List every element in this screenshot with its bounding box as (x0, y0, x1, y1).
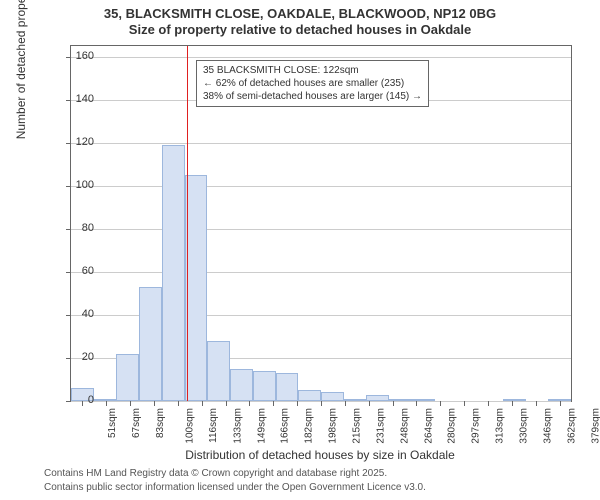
footer-line2: Contains public sector information licen… (44, 482, 426, 493)
histogram-bar (162, 145, 185, 401)
x-tick-label: 133sqm (232, 408, 243, 444)
x-axis-label: Distribution of detached houses by size … (70, 448, 570, 462)
histogram-bar (139, 287, 162, 401)
x-tick-label: 100sqm (185, 408, 196, 444)
x-tick-mark (464, 401, 465, 406)
x-tick-label: 149sqm (256, 408, 267, 444)
x-tick-label: 215sqm (352, 408, 363, 444)
histogram-bar (116, 354, 139, 401)
x-tick-label: 198sqm (328, 408, 339, 444)
x-tick-mark (178, 401, 179, 406)
x-tick-label: 362sqm (566, 408, 577, 444)
x-tick-mark (321, 401, 322, 406)
gridline (71, 186, 571, 187)
x-tick-label: 297sqm (471, 408, 482, 444)
histogram-bar (253, 371, 276, 401)
x-tick-label: 313sqm (495, 408, 506, 444)
gridline (71, 57, 571, 58)
x-tick-mark (249, 401, 250, 406)
y-tick-label: 100 (64, 179, 94, 191)
x-tick-label: 330sqm (519, 408, 530, 444)
footer-line1: Contains HM Land Registry data © Crown c… (44, 468, 387, 479)
x-tick-mark (226, 401, 227, 406)
x-tick-mark (202, 401, 203, 406)
x-tick-label: 248sqm (399, 408, 410, 444)
x-tick-label: 166sqm (280, 408, 291, 444)
info-box-line: 35 BLACKSMITH CLOSE: 122sqm (203, 64, 422, 77)
gridline (71, 272, 571, 273)
x-tick-label: 379sqm (590, 408, 600, 444)
histogram-bar (207, 341, 230, 401)
histogram-bar (344, 399, 367, 401)
info-box: 35 BLACKSMITH CLOSE: 122sqm← 62% of deta… (196, 60, 429, 107)
x-tick-mark (106, 401, 107, 406)
x-tick-mark (512, 401, 513, 406)
chart-container: 35, BLACKSMITH CLOSE, OAKDALE, BLACKWOOD… (0, 0, 600, 500)
y-tick-label: 160 (64, 50, 94, 62)
histogram-bar (412, 399, 435, 401)
x-tick-label: 67sqm (131, 408, 142, 438)
plot-area: 35 BLACKSMITH CLOSE: 122sqm← 62% of deta… (70, 45, 572, 402)
histogram-bar (503, 399, 526, 401)
x-tick-mark (273, 401, 274, 406)
histogram-bar (94, 399, 117, 401)
x-tick-mark (393, 401, 394, 406)
histogram-bar (366, 395, 389, 401)
x-tick-mark (440, 401, 441, 406)
x-tick-mark (536, 401, 537, 406)
x-tick-label: 264sqm (423, 408, 434, 444)
info-box-line: 38% of semi-detached houses are larger (… (203, 90, 422, 103)
chart-title-line1: 35, BLACKSMITH CLOSE, OAKDALE, BLACKWOOD… (0, 6, 600, 21)
x-tick-label: 182sqm (304, 408, 315, 444)
y-tick-label: 60 (64, 265, 94, 277)
x-tick-mark (369, 401, 370, 406)
x-tick-mark (560, 401, 561, 406)
histogram-bar (276, 373, 299, 401)
chart-title-line2: Size of property relative to detached ho… (0, 22, 600, 37)
histogram-bar (298, 390, 321, 401)
y-tick-label: 40 (64, 308, 94, 320)
y-axis-label: Number of detached properties (14, 0, 28, 139)
gridline (71, 229, 571, 230)
x-tick-label: 83sqm (155, 408, 166, 438)
histogram-bar (185, 175, 208, 401)
reference-line (187, 46, 188, 401)
x-tick-label: 231sqm (375, 408, 386, 444)
y-tick-label: 80 (64, 222, 94, 234)
y-tick-label: 0 (64, 394, 94, 406)
x-tick-label: 346sqm (542, 408, 553, 444)
y-tick-label: 140 (64, 93, 94, 105)
x-tick-mark (130, 401, 131, 406)
y-tick-label: 120 (64, 136, 94, 148)
gridline (71, 143, 571, 144)
x-tick-mark (154, 401, 155, 406)
x-tick-mark (416, 401, 417, 406)
x-tick-label: 116sqm (208, 408, 219, 443)
info-box-line: ← 62% of detached houses are smaller (23… (203, 77, 422, 90)
x-tick-mark (345, 401, 346, 406)
x-tick-mark (488, 401, 489, 406)
x-tick-label: 280sqm (447, 408, 458, 444)
y-tick-label: 20 (64, 351, 94, 363)
histogram-bar (230, 369, 253, 401)
x-tick-mark (297, 401, 298, 406)
histogram-bar (321, 392, 344, 401)
x-tick-label: 51sqm (107, 408, 118, 438)
